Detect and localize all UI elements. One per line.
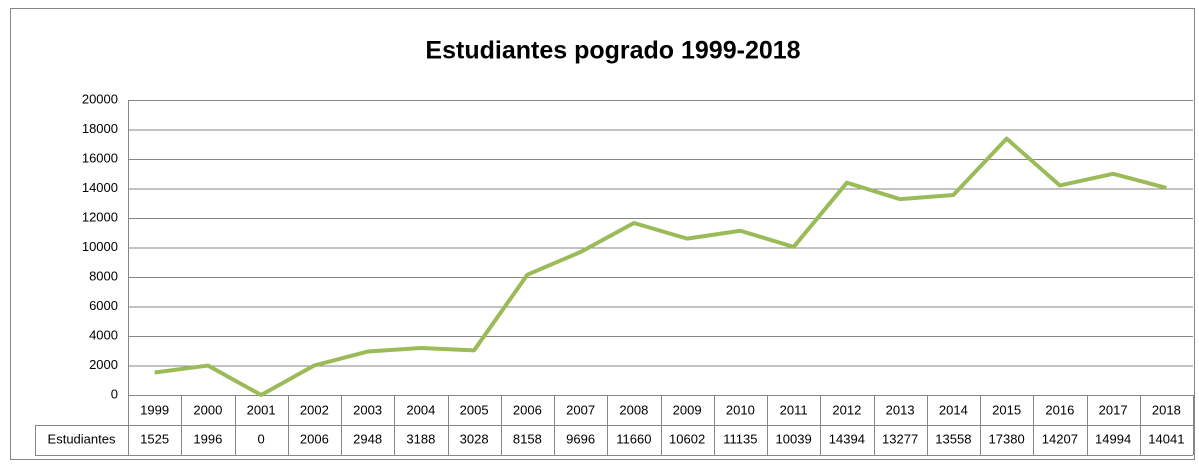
x-tick-label: 2016	[1045, 402, 1074, 417]
table-value: 3028	[460, 431, 489, 446]
table-value: 13277	[882, 431, 918, 446]
line-series	[154, 136, 1167, 397]
table-value: 14994	[1095, 431, 1131, 446]
x-tick-label: 2004	[406, 402, 435, 417]
x-tick-label: 2009	[673, 402, 702, 417]
table-value: 13558	[935, 431, 971, 446]
x-tick-label: 2010	[726, 402, 755, 417]
y-tick-label: 6000	[89, 298, 118, 313]
table-value: 11660	[616, 431, 651, 446]
x-tick-label: 2014	[939, 402, 968, 417]
table-value: 2006	[300, 431, 329, 446]
table-value: 14207	[1042, 431, 1078, 446]
x-tick-label: 2000	[193, 402, 222, 417]
y-tick-label: 10000	[82, 239, 118, 254]
x-tick-label: 2017	[1099, 402, 1128, 417]
x-tick-label: 1999	[140, 402, 169, 417]
x-tick-label: 2001	[247, 402, 276, 417]
table-value: 11135	[723, 431, 757, 446]
table-value: 10039	[776, 431, 812, 446]
table-value: 10602	[669, 431, 705, 446]
table-value: 9696	[566, 431, 595, 446]
chart-border	[10, 8, 1195, 460]
y-tick-label: 18000	[82, 121, 118, 136]
y-tick-label: 2000	[89, 357, 118, 372]
table-value: 2948	[353, 431, 382, 446]
table-value: 14394	[829, 431, 865, 446]
table-value: 3188	[406, 431, 435, 446]
table-value: 17380	[989, 431, 1025, 446]
x-tick-label: 2002	[300, 402, 329, 417]
x-tick-label: 2007	[566, 402, 595, 417]
y-tick-label: 4000	[89, 327, 118, 342]
x-tick-label: 2018	[1152, 402, 1181, 417]
table-value: 1525	[140, 431, 169, 446]
x-tick-label: 2005	[460, 402, 489, 417]
y-tick-label: 16000	[82, 150, 118, 165]
x-tick-label: 2013	[886, 402, 915, 417]
x-tick-label: 2012	[832, 402, 861, 417]
table-value: 8158	[513, 431, 542, 446]
y-tick-label: 0	[111, 386, 118, 401]
x-tick-label: 2015	[992, 402, 1021, 417]
x-tick-label: 2003	[353, 402, 382, 417]
y-tick-label: 12000	[82, 209, 118, 224]
y-tick-label: 20000	[82, 91, 118, 106]
table-row-header: Estudiantes	[48, 431, 116, 446]
table-value: 0	[258, 431, 265, 446]
x-tick-label: 2008	[619, 402, 648, 417]
table-value: 14041	[1148, 431, 1184, 446]
table-value: 1996	[193, 431, 222, 446]
chart-title: Estudiantes pogrado 1999-2018	[425, 37, 800, 65]
y-tick-label: 14000	[82, 180, 118, 195]
x-tick-label: 2006	[513, 402, 542, 417]
x-tick-label: 2011	[780, 402, 808, 417]
y-tick-label: 8000	[89, 268, 118, 283]
